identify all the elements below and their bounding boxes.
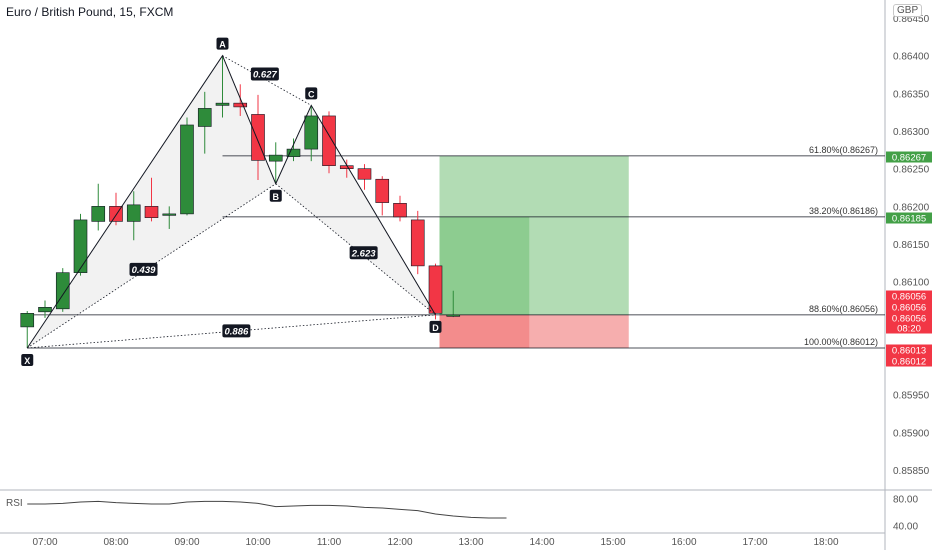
y-tick-label: 0.86400 (893, 52, 930, 63)
y-tick-label: 0.86300 (893, 127, 930, 138)
rsi-tick-label: 80.00 (893, 495, 918, 506)
y-tick-label: 0.85900 (893, 428, 930, 439)
candle (144, 206, 159, 218)
rsi-tick-label: 40.00 (893, 521, 918, 532)
price-axis-label-box (886, 151, 932, 163)
candle (268, 154, 283, 162)
price-axis-label-box (886, 301, 932, 313)
y-tick-label: 0.86350 (893, 89, 930, 100)
fib-label: 100.00%(0.86012) (804, 337, 878, 347)
pattern-point-box (305, 87, 318, 100)
candle (446, 314, 461, 317)
price-axis-label-box (886, 355, 932, 367)
x-tick-label: 08:00 (103, 537, 128, 548)
pattern-ratio-line (275, 183, 436, 316)
symbol-title: Euro / British Pound, 15, FXCM (6, 5, 174, 19)
candle (322, 115, 336, 166)
price-axis-label: 08:20 (897, 324, 921, 335)
x-tick-label: 09:00 (174, 537, 199, 548)
target-zone-1 (439, 216, 530, 315)
x-tick-label: 11:00 (317, 537, 342, 548)
pattern-point-label: A (219, 40, 226, 50)
y-tick-label: 0.86450 (893, 14, 930, 25)
ratio-label: 2.623 (351, 248, 376, 259)
x-tick-label: 15:00 (600, 537, 625, 548)
pattern-ratio-line (27, 183, 276, 349)
candle (393, 203, 407, 218)
candle (38, 307, 52, 313)
candle (91, 206, 106, 222)
rsi-label: RSI (6, 498, 23, 509)
price-axis-label-box (886, 290, 932, 302)
fib-label: 38.20%(0.86186) (809, 206, 878, 216)
pattern-fill-bcd (275, 105, 436, 315)
candle (55, 272, 70, 310)
x-tick-label: 13:00 (458, 537, 483, 548)
ratio-label-box (222, 324, 251, 338)
currency-badge[interactable]: GBP (893, 4, 923, 17)
pattern-point-label: C (308, 89, 315, 99)
pattern-ratio-line (222, 55, 312, 106)
ratio-label: 0.439 (132, 265, 156, 276)
price-axis-label: 0.86012 (892, 357, 926, 368)
price-axis-label: 0.86013 (892, 346, 926, 357)
price-axis-label: 0.86267 (892, 153, 926, 164)
y-tick-label: 0.86200 (893, 202, 930, 213)
candle (375, 178, 390, 203)
price-axis-label: 0.86056 (892, 303, 926, 314)
fib-label: 88.60%(0.86056) (809, 304, 878, 314)
x-tick-label: 18:00 (813, 537, 838, 548)
pattern-point-box (21, 354, 34, 366)
x-tick-label: 10:00 (245, 537, 270, 548)
x-tick-label: 14:00 (529, 537, 554, 548)
stop-zone-near (439, 314, 530, 348)
y-tick-label: 0.86150 (893, 240, 930, 251)
price-axis-label-box (886, 322, 932, 334)
x-tick-label: 16:00 (671, 537, 696, 548)
candle (304, 115, 319, 150)
candle (73, 219, 88, 273)
pattern-point-box (429, 320, 442, 333)
x-tick-label: 17:00 (742, 537, 767, 548)
candle (357, 168, 372, 180)
pattern-point-label: D (432, 323, 439, 333)
candle (162, 213, 177, 216)
candle (233, 102, 248, 108)
candle (197, 108, 212, 127)
candle (428, 265, 443, 314)
price-axis-label-box (886, 344, 932, 356)
fib-label: 61.80%(0.86267) (809, 145, 878, 155)
y-tick-label: 0.86250 (893, 165, 930, 176)
candle (215, 102, 230, 106)
y-tick-label: 0.86100 (893, 278, 930, 289)
candle (126, 204, 141, 222)
price-axis-label-box (886, 212, 932, 224)
ratio-label: 0.886 (224, 326, 248, 337)
price-axis-label: 0.86056 (892, 292, 926, 303)
price-axis-label-box (886, 312, 932, 324)
rsi-line (27, 500, 507, 519)
ratio-label-box (129, 262, 158, 276)
candle (180, 124, 194, 215)
ratio-label-box (349, 246, 378, 260)
candle (251, 114, 265, 161)
ratio-label-box (250, 67, 279, 81)
x-tick-label: 12:00 (387, 537, 412, 548)
x-tick-label: 07:00 (32, 537, 57, 548)
y-tick-label: 0.85850 (893, 466, 930, 477)
pattern-point-label: B (273, 192, 280, 202)
price-axis-label: 0.86056 (892, 314, 926, 325)
pattern-point-box (216, 37, 229, 50)
pattern-point-box (269, 189, 282, 202)
candle (410, 219, 425, 267)
price-axis-label: 0.86185 (892, 214, 926, 225)
pattern-point-label: X (24, 356, 30, 366)
y-tick-label: 0.85950 (893, 391, 930, 402)
candle (286, 148, 301, 157)
candle (20, 313, 35, 328)
ratio-label: 0.627 (253, 70, 277, 81)
